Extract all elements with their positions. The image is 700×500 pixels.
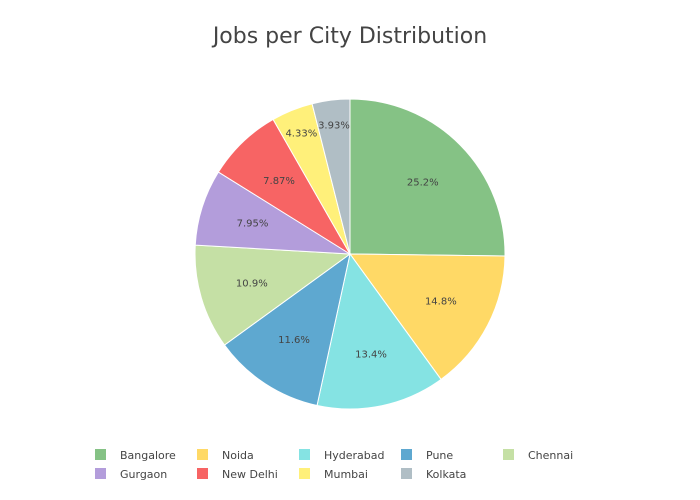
legend-swatch [401, 468, 412, 479]
slice-label-kolkata: 3.93% [318, 120, 350, 131]
legend-label: New Delhi [222, 468, 278, 481]
legend: Bangalore Noida Hyderabad Pune Chennai Gurgao… [95, 449, 573, 481]
legend-label: Bangalore [120, 449, 176, 462]
slice-label-new-delhi: 7.87% [263, 176, 295, 187]
legend-swatch [95, 449, 106, 460]
legend-item-pune[interactable]: Pune [401, 449, 453, 462]
slice-label-chennai: 10.9% [236, 278, 268, 289]
pie-slice-pune [223, 252, 351, 407]
slice-label-pune: 11.6% [278, 335, 310, 346]
pie-slice-chennai [194, 244, 352, 346]
legend-swatch [95, 468, 106, 479]
legend-label: Pune [426, 449, 453, 462]
legend-swatch [299, 449, 310, 460]
legend-label: Chennai [528, 449, 573, 462]
legend-item-hyderabad[interactable]: Hyderabad [299, 449, 385, 462]
legend-swatch [503, 449, 514, 460]
legend-swatch [401, 449, 412, 460]
pie-slice-hyderabad [316, 252, 442, 410]
legend-item-chennai[interactable]: Chennai [503, 449, 573, 462]
chart-title: Jobs per City Distribution [212, 24, 488, 49]
pie-labels: 25.2% 14.8% 13.4% 11.6% 10.9% 7.95% 7.87% 4.33%… [236, 120, 457, 360]
legend-item-new-delhi[interactable]: New Delhi [197, 468, 278, 481]
slice-label-noida: 14.8% [425, 297, 457, 308]
slice-label-hyderabad: 13.4% [355, 350, 387, 361]
pie-slice-bangalore [349, 98, 506, 257]
pie-slice-kolkata [311, 98, 351, 255]
legend-label: Gurgaon [120, 468, 167, 481]
legend-label: Noida [222, 449, 254, 462]
legend-swatch [197, 449, 208, 460]
legend-item-kolkata[interactable]: Kolkata [401, 468, 466, 481]
legend-item-gurgaon[interactable]: Gurgaon [95, 468, 167, 481]
slice-label-mumbai: 4.33% [285, 129, 317, 140]
legend-label: Kolkata [426, 468, 466, 481]
legend-swatch [197, 468, 208, 479]
legend-swatch [299, 468, 310, 479]
slice-label-gurgaon: 7.95% [237, 219, 269, 230]
legend-item-mumbai[interactable]: Mumbai [299, 468, 368, 481]
legend-item-bangalore[interactable]: Bangalore [95, 449, 176, 462]
pie-slice-noida [349, 253, 506, 381]
legend-label: Mumbai [324, 468, 368, 481]
pie-slices [194, 98, 506, 410]
legend-label: Hyderabad [324, 449, 385, 462]
slice-label-bangalore: 25.2% [407, 178, 439, 189]
legend-item-noida[interactable]: Noida [197, 449, 254, 462]
